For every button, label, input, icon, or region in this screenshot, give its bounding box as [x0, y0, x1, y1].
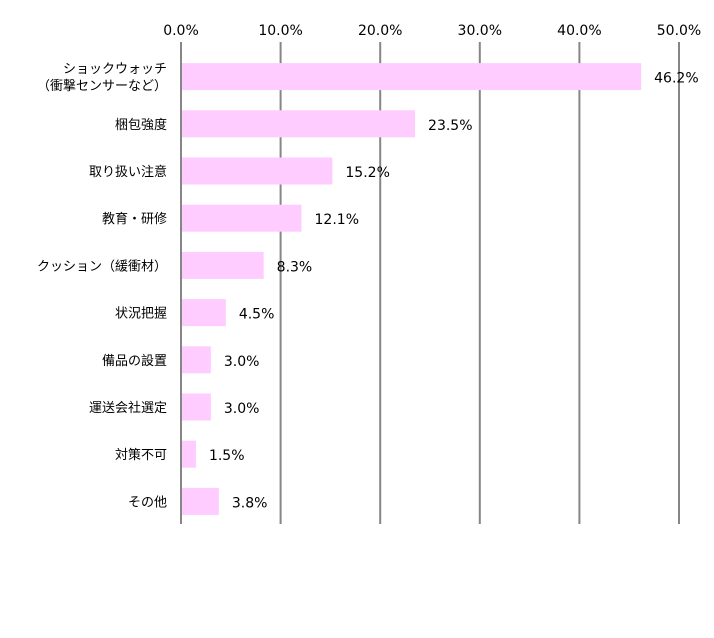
x-tick-label: 20.0% [358, 23, 402, 39]
x-tick-label: 0.0% [163, 23, 199, 39]
category-label: 教育・研修 [102, 211, 167, 227]
category-label: 対策不可 [115, 447, 167, 463]
bar [182, 487, 219, 515]
bar [182, 440, 196, 468]
category-label: ショックウォッチ [63, 62, 167, 77]
data-label: 46.2% [654, 71, 698, 87]
data-label: 1.5% [209, 448, 245, 464]
category-label: 取り扱い注意 [89, 164, 167, 180]
x-tick-label: 30.0% [458, 23, 502, 39]
category-label: （衝撃センサーなど） [37, 78, 167, 94]
data-label: 23.5% [428, 118, 472, 134]
x-tick-label: 50.0% [657, 23, 701, 39]
bar [182, 299, 226, 327]
data-label: 3.8% [232, 495, 268, 511]
x-tick-label: 40.0% [557, 23, 601, 39]
bar [182, 204, 302, 232]
data-label: 15.2% [345, 165, 389, 181]
category-label: 備品の設置 [102, 353, 167, 369]
data-label: 12.1% [315, 212, 359, 228]
x-tick-label: 10.0% [258, 23, 302, 39]
bar [182, 63, 642, 91]
data-label: 8.3% [277, 259, 313, 275]
data-label: 3.0% [224, 401, 260, 417]
category-label: その他 [128, 495, 167, 510]
bar [182, 346, 211, 374]
bar [182, 157, 333, 185]
category-label: クッション（緩衝材） [37, 259, 167, 274]
bar [182, 110, 416, 138]
category-label: 梱包強度 [115, 117, 167, 133]
bar [182, 393, 211, 421]
bar [182, 251, 264, 279]
category-label: 運送会社選定 [89, 400, 167, 416]
data-label: 3.0% [224, 354, 260, 370]
category-label: 状況把握 [115, 307, 167, 322]
data-label: 4.5% [239, 307, 275, 323]
